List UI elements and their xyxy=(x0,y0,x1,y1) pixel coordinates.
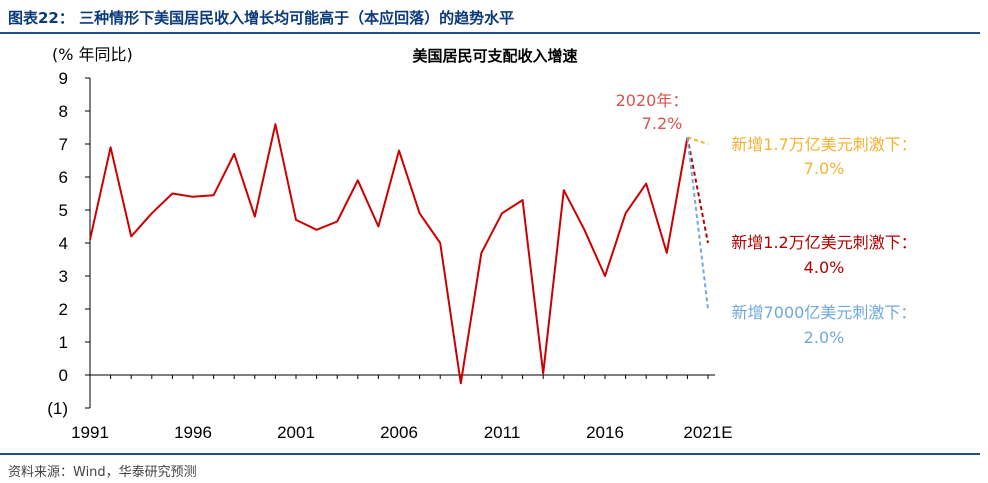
annotation-2020-value: 7.2% xyxy=(642,114,683,133)
scenario-value: 4.0% xyxy=(804,258,845,277)
y-tick-label: 8 xyxy=(59,102,68,121)
y-axis-label: (% 年同比) xyxy=(52,45,133,64)
scenario-value: 7.0% xyxy=(804,159,845,178)
y-tick-label: 9 xyxy=(59,69,68,88)
footer-divider xyxy=(0,453,980,455)
income-growth-line xyxy=(89,123,689,385)
x-tick-label: 2016 xyxy=(586,423,624,442)
x-tick-label: 2001 xyxy=(277,423,315,442)
y-tick-label: 5 xyxy=(59,201,68,220)
x-tick-label: 1996 xyxy=(174,423,212,442)
figure-title: 图表22： 三种情形下美国居民收入增长均可能高于（本应回落）的趋势水平 xyxy=(8,9,515,27)
x-tick-label: 2006 xyxy=(380,423,418,442)
scenario-label: 新增1.7万亿美元刺激下： xyxy=(731,135,916,154)
y-tick-label: 2 xyxy=(59,300,68,319)
scenario-line xyxy=(686,137,709,244)
scenario-label: 新增7000亿美元刺激下： xyxy=(732,303,917,322)
source-note: 资料来源：Wind，华泰研究预测 xyxy=(8,465,197,480)
y-tick-label: 1 xyxy=(59,333,68,352)
scenario-value: 2.0% xyxy=(804,328,845,347)
figure-header: 图表22： 三种情形下美国居民收入增长均可能高于（本应回落）的趋势水平 xyxy=(0,0,988,34)
x-tick-label: 2021E xyxy=(683,423,732,442)
y-tick-label: 7 xyxy=(59,135,68,154)
chart-title: 美国居民可支配收入增速 xyxy=(412,47,577,65)
scenario-line xyxy=(687,136,709,145)
scenario-line xyxy=(686,137,709,310)
x-tick-label: 2011 xyxy=(484,423,521,442)
y-tick-label: 3 xyxy=(59,267,68,286)
y-tick-label: 4 xyxy=(59,234,68,253)
y-tick-label: 6 xyxy=(59,168,68,187)
annotation-2020-label: 2020年： xyxy=(616,91,689,110)
header-divider xyxy=(0,32,980,34)
x-tick-label: 1991 xyxy=(71,423,109,442)
scenario-label: 新增1.2万亿美元刺激下： xyxy=(731,233,916,252)
y-tick-label: 0 xyxy=(59,366,68,385)
y-tick-label: (1) xyxy=(47,399,68,418)
